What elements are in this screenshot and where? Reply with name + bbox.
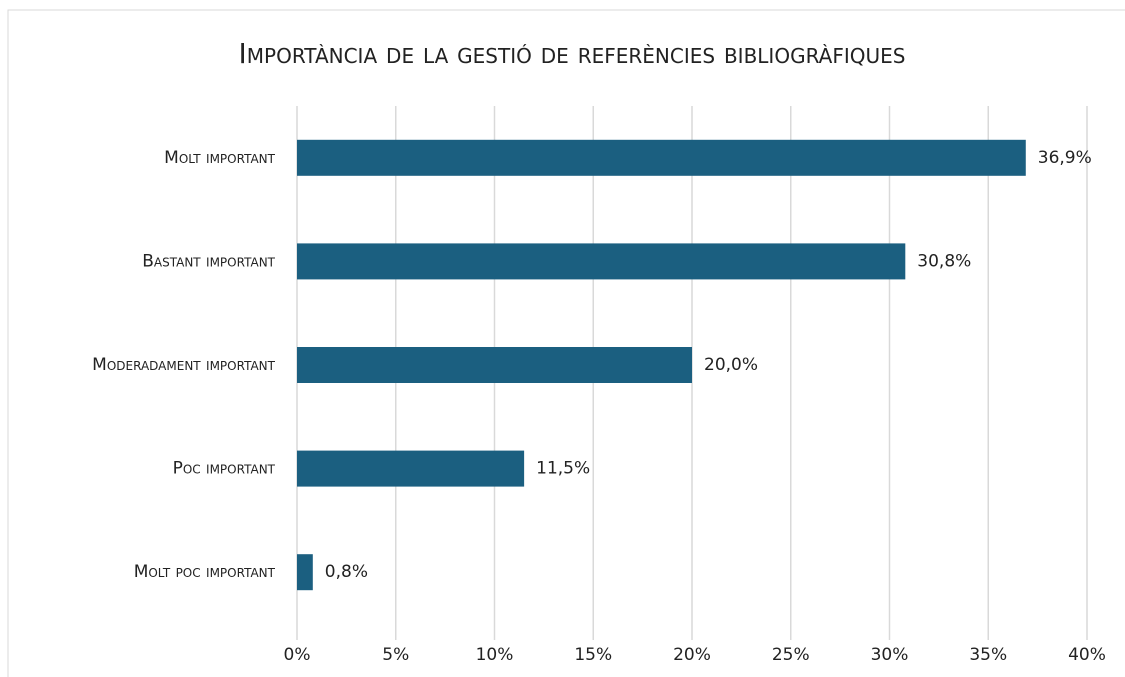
x-tick-label: 35% bbox=[969, 645, 1007, 665]
chart-frame bbox=[7, 9, 1125, 677]
y-tick-label: Molt important bbox=[164, 148, 276, 168]
value-label: 0,8% bbox=[325, 562, 368, 582]
x-tick-label: 40% bbox=[1068, 645, 1106, 665]
value-label: 36,9% bbox=[1038, 148, 1092, 168]
bar bbox=[297, 450, 525, 487]
x-tick-label: 25% bbox=[772, 645, 810, 665]
y-tick-label: Molt poc important bbox=[134, 562, 276, 582]
bar bbox=[297, 347, 692, 383]
x-tick-label: 30% bbox=[871, 645, 909, 665]
x-tick-label: 20% bbox=[673, 645, 711, 665]
x-tick-label: 15% bbox=[574, 645, 612, 665]
y-tick-label: Bastant important bbox=[142, 251, 275, 271]
bar bbox=[297, 554, 313, 591]
value-label: 11,5% bbox=[536, 459, 590, 479]
y-tick-label: Moderadament important bbox=[92, 355, 276, 375]
x-tick-label: 5% bbox=[382, 645, 409, 665]
x-tick-label: 10% bbox=[476, 645, 514, 665]
bar bbox=[297, 243, 906, 280]
y-tick-label: Poc important bbox=[173, 459, 276, 479]
bar bbox=[297, 139, 1026, 176]
value-label: 20,0% bbox=[704, 355, 758, 375]
chart-title: Importància de la gestió de referències … bbox=[239, 37, 906, 70]
value-label: 30,8% bbox=[917, 251, 971, 271]
x-tick-label: 0% bbox=[284, 645, 311, 665]
